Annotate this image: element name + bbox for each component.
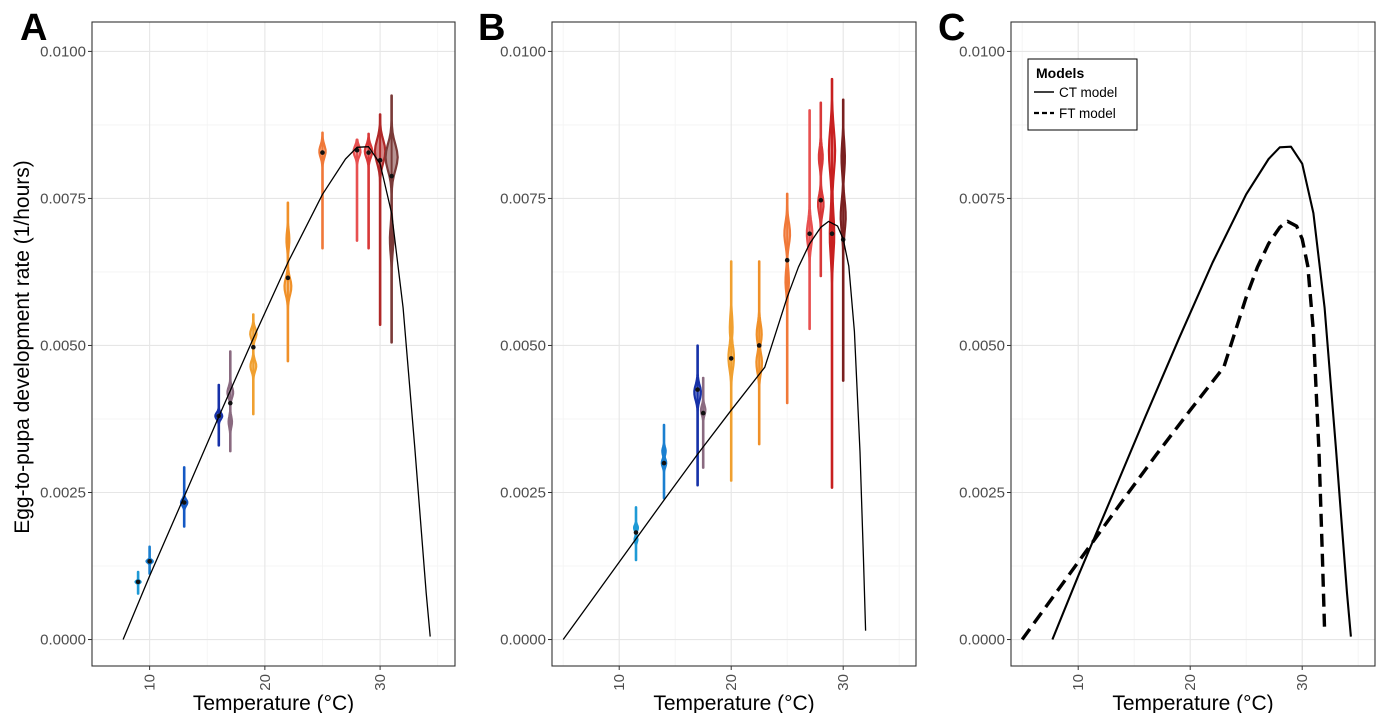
violin bbox=[226, 350, 235, 453]
y-tick-label: 0.0075 bbox=[40, 190, 86, 207]
violin bbox=[134, 570, 142, 595]
plot-background bbox=[552, 22, 916, 666]
violin bbox=[699, 376, 707, 469]
y-tick-label: 0.0075 bbox=[959, 190, 1005, 207]
median-point bbox=[227, 400, 233, 406]
x-tick-label: 30 bbox=[835, 674, 852, 691]
violin bbox=[693, 344, 703, 487]
y-tick-label: 0.0050 bbox=[40, 337, 86, 354]
violin bbox=[827, 77, 837, 489]
y-tick-label: 0.0075 bbox=[500, 190, 546, 207]
violin bbox=[283, 201, 293, 363]
model-curve bbox=[562, 220, 867, 640]
panel-letter: B bbox=[478, 7, 505, 49]
y-tick-label: 0.0025 bbox=[959, 485, 1005, 502]
median-point bbox=[661, 460, 667, 466]
ct-model-line bbox=[1051, 145, 1352, 640]
violin bbox=[363, 132, 374, 250]
violin bbox=[632, 506, 640, 562]
x-axis-title: Temperature (°C) bbox=[193, 692, 354, 713]
violin bbox=[373, 113, 387, 326]
median-point bbox=[389, 173, 394, 179]
panel-c: 0.0000 0.0025 0.0050 0.0075 0.0100 10 20 30 Temp… bbox=[938, 7, 1376, 713]
median-point bbox=[818, 197, 824, 203]
plot-border bbox=[1010, 21, 1376, 667]
violin bbox=[145, 545, 154, 575]
median-point bbox=[320, 150, 325, 155]
ft-model-line bbox=[1020, 219, 1327, 641]
median-point bbox=[135, 579, 141, 585]
y-tick-label: 0.0100 bbox=[959, 43, 1005, 60]
plot-background bbox=[92, 22, 455, 666]
median-point bbox=[285, 275, 291, 281]
model-curve bbox=[122, 146, 431, 640]
median-point bbox=[829, 231, 835, 237]
x-tick-label: 20 bbox=[723, 674, 740, 691]
y-tick-label: 0.0025 bbox=[500, 485, 546, 502]
violin bbox=[660, 423, 668, 500]
median-point bbox=[147, 559, 152, 564]
x-tick-label: 30 bbox=[1294, 674, 1311, 691]
median-point bbox=[366, 150, 371, 155]
plot-border bbox=[91, 21, 456, 667]
y-tick-label: 0.0000 bbox=[500, 632, 546, 649]
violin bbox=[755, 260, 764, 446]
x-tick-label: 30 bbox=[372, 674, 389, 691]
panel-a: 0.0000 0.0025 0.0050 0.0075 0.0100 10 20 30 Temp… bbox=[20, 7, 456, 713]
violin bbox=[816, 101, 825, 278]
panel-letter: C bbox=[938, 7, 965, 49]
violin bbox=[249, 313, 258, 416]
legend-label: FT model bbox=[1059, 106, 1116, 121]
median-point bbox=[784, 257, 790, 263]
median-point bbox=[633, 530, 639, 535]
median-point bbox=[700, 410, 706, 416]
violin bbox=[384, 94, 399, 344]
x-tick-label: 10 bbox=[142, 674, 159, 691]
x-axis-title: Temperature (°C) bbox=[1112, 692, 1273, 713]
y-tick-label: 0.0025 bbox=[40, 485, 86, 502]
x-tick-label: 20 bbox=[1182, 674, 1199, 691]
median-point bbox=[181, 500, 187, 505]
legend-box bbox=[1027, 58, 1138, 131]
x-tick-label: 20 bbox=[257, 674, 274, 691]
y-tick-label: 0.0050 bbox=[959, 337, 1005, 354]
violin bbox=[805, 109, 814, 331]
panel-b: 0.0000 0.0025 0.0050 0.0075 0.0100 10 20 30 Temp… bbox=[478, 7, 917, 713]
y-axis-title: Egg-to-pupa development rate (1/hours) bbox=[11, 160, 34, 534]
x-tick-label: 10 bbox=[611, 674, 628, 691]
panel-letter: A bbox=[20, 7, 47, 49]
median-point bbox=[251, 344, 256, 350]
y-tick-label: 0.0000 bbox=[959, 632, 1005, 649]
plot-border bbox=[551, 21, 917, 667]
x-axis-title: Temperature (°C) bbox=[653, 692, 814, 713]
median-point bbox=[756, 343, 762, 348]
median-point bbox=[807, 231, 812, 237]
y-tick-label: 0.0050 bbox=[500, 337, 546, 354]
legend-label: CT model bbox=[1059, 85, 1117, 100]
x-tick-label: 10 bbox=[1070, 674, 1087, 691]
median-point bbox=[728, 356, 734, 361]
violin bbox=[318, 131, 327, 250]
legend: Models CT model FT model bbox=[1027, 58, 1138, 131]
violin bbox=[727, 260, 736, 482]
y-tick-label: 0.0100 bbox=[500, 43, 546, 60]
y-tick-label: 0.0000 bbox=[40, 632, 86, 649]
y-tick-label: 0.0100 bbox=[40, 43, 86, 60]
median-point bbox=[695, 387, 700, 392]
legend-title: Models bbox=[1036, 65, 1084, 81]
